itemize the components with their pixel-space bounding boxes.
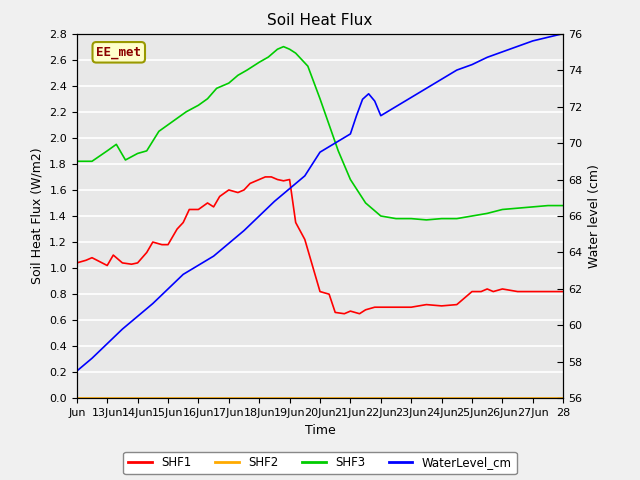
WaterLevel_cm <box>73 368 81 374</box>
SHF3 <box>453 216 461 221</box>
WaterLevel_cm <box>468 62 476 68</box>
Line: WaterLevel_cm: WaterLevel_cm <box>77 34 563 371</box>
SHF3 <box>182 109 190 115</box>
SHF3 <box>264 54 272 60</box>
WaterLevel_cm <box>195 263 202 268</box>
Line: SHF1: SHF1 <box>77 177 563 314</box>
SHF3 <box>408 216 415 221</box>
WaterLevel_cm <box>134 313 141 319</box>
SHF3 <box>164 122 172 128</box>
WaterLevel_cm <box>104 341 111 347</box>
SHF1 <box>261 174 269 180</box>
SHF1 <box>234 190 242 195</box>
SHF3 <box>234 72 242 78</box>
SHF3 <box>280 44 287 49</box>
SHF1 <box>301 237 308 242</box>
WaterLevel_cm <box>392 104 400 109</box>
SHF3 <box>499 206 506 212</box>
SHF3 <box>255 60 263 65</box>
WaterLevel_cm <box>377 113 385 119</box>
WaterLevel_cm <box>286 186 294 192</box>
Line: SHF3: SHF3 <box>77 47 563 220</box>
WaterLevel_cm <box>332 140 339 146</box>
Legend: SHF1, SHF2, SHF3, WaterLevel_cm: SHF1, SHF2, SHF3, WaterLevel_cm <box>124 452 516 474</box>
WaterLevel_cm <box>316 149 324 155</box>
SHF1 <box>340 311 348 317</box>
WaterLevel_cm <box>301 173 308 179</box>
WaterLevel_cm <box>225 240 233 246</box>
WaterLevel_cm <box>371 98 379 104</box>
SHF1 <box>559 288 567 294</box>
WaterLevel_cm <box>499 49 506 55</box>
SHF3 <box>529 204 537 210</box>
WaterLevel_cm <box>559 31 567 36</box>
SHF1 <box>332 310 339 315</box>
SHF3 <box>544 203 552 208</box>
SHF3 <box>347 177 355 182</box>
SHF3 <box>155 129 163 134</box>
SHF3 <box>286 47 294 52</box>
SHF3 <box>88 158 96 164</box>
SHF3 <box>225 80 233 86</box>
SHF3 <box>104 148 111 154</box>
WaterLevel_cm <box>88 355 96 361</box>
SHF1 <box>73 260 81 266</box>
SHF3 <box>325 122 333 128</box>
WaterLevel_cm <box>210 253 218 259</box>
SHF3 <box>304 63 312 69</box>
WaterLevel_cm <box>271 199 278 204</box>
WaterLevel_cm <box>149 300 157 306</box>
Title: Soil Heat Flux: Soil Heat Flux <box>268 13 372 28</box>
SHF3 <box>73 158 81 164</box>
WaterLevel_cm <box>514 44 522 49</box>
SHF3 <box>274 47 282 52</box>
SHF3 <box>173 115 181 121</box>
SHF1 <box>371 304 379 310</box>
Y-axis label: Soil Heat Flux (W/m2): Soil Heat Flux (W/m2) <box>31 148 44 284</box>
WaterLevel_cm <box>483 54 491 60</box>
WaterLevel_cm <box>408 95 415 100</box>
SHF3 <box>316 96 324 102</box>
WaterLevel_cm <box>438 76 445 82</box>
WaterLevel_cm <box>179 272 187 277</box>
SHF3 <box>335 148 342 154</box>
SHF3 <box>298 57 306 62</box>
SHF3 <box>392 216 400 221</box>
SHF3 <box>204 96 211 102</box>
WaterLevel_cm <box>255 213 263 219</box>
SHF1 <box>325 291 333 297</box>
WaterLevel_cm <box>365 91 372 96</box>
SHF3 <box>292 50 300 56</box>
Y-axis label: Water level (cm): Water level (cm) <box>588 164 601 268</box>
SHF3 <box>514 205 522 211</box>
WaterLevel_cm <box>386 108 394 113</box>
WaterLevel_cm <box>529 38 537 44</box>
SHF3 <box>113 142 120 147</box>
WaterLevel_cm <box>453 67 461 73</box>
SHF3 <box>362 200 369 206</box>
WaterLevel_cm <box>359 96 367 102</box>
Text: EE_met: EE_met <box>96 46 141 59</box>
SHF3 <box>483 211 491 216</box>
SHF3 <box>243 67 251 73</box>
WaterLevel_cm <box>347 131 355 137</box>
WaterLevel_cm <box>164 286 172 292</box>
WaterLevel_cm <box>353 113 360 119</box>
SHF3 <box>122 157 129 163</box>
WaterLevel_cm <box>422 85 430 91</box>
WaterLevel_cm <box>240 228 248 233</box>
SHF3 <box>213 85 221 91</box>
SHF3 <box>134 151 141 156</box>
SHF3 <box>143 148 150 154</box>
SHF3 <box>468 213 476 219</box>
X-axis label: Time: Time <box>305 424 335 437</box>
SHF1 <box>149 239 157 245</box>
SHF3 <box>422 217 430 223</box>
WaterLevel_cm <box>544 35 552 40</box>
SHF3 <box>438 216 445 221</box>
SHF3 <box>377 213 385 219</box>
SHF3 <box>559 203 567 208</box>
SHF3 <box>195 102 202 108</box>
WaterLevel_cm <box>118 326 126 332</box>
